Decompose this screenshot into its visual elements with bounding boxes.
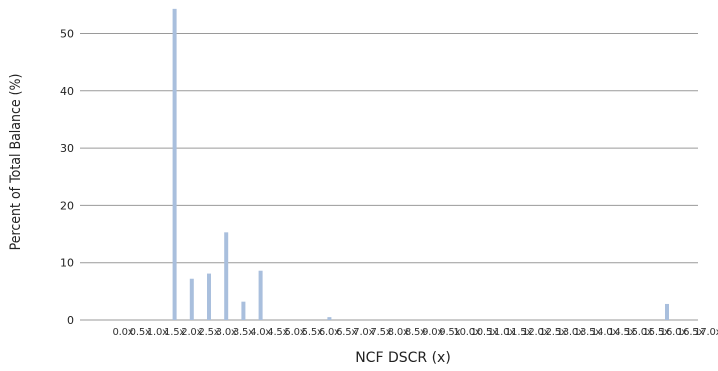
bar (258, 270, 263, 320)
x-tick-label: 10.0x (453, 327, 480, 338)
x-tick-label: 14.0x (591, 327, 618, 338)
bar (172, 8, 177, 321)
y-tick-label: 10 (60, 257, 74, 270)
x-tick-labels: 0.0x0.5x1.0x1.5x2.0x2.5x3.0x3.5x4.0x4.5x… (112, 327, 718, 338)
x-tick-label: 7.5x (370, 327, 391, 338)
x-tick-label: 5.5x (302, 327, 323, 338)
x-tick-label: 5.0x (284, 327, 305, 338)
x-tick-label: 15.5x (643, 327, 670, 338)
x-tick-label: 4.0x (250, 327, 271, 338)
x-tick-label: 12.0x (522, 327, 549, 338)
y-axis-label: Percent of Total Balance (%) (8, 74, 24, 251)
x-tick-label: 2.5x (198, 327, 219, 338)
x-tick-label: 8.5x (405, 327, 426, 338)
x-tick-label: 14.5x (608, 327, 635, 338)
x-tick-label: 6.0x (319, 327, 340, 338)
bars (172, 8, 669, 321)
x-tick-label: 9.0x (422, 327, 443, 338)
x-tick-label: 11.5x (505, 327, 532, 338)
x-tick-label: 11.0x (488, 327, 515, 338)
x-tick-label: 17.0x (694, 327, 718, 338)
x-tick-label: 1.0x (147, 327, 168, 338)
x-tick-label: 1.5x (164, 327, 185, 338)
grid-lines (80, 33, 698, 321)
bar (665, 303, 669, 320)
x-tick-label: 13.0x (557, 327, 584, 338)
x-tick-label: 8.0x (388, 327, 409, 338)
x-tick-label: 3.0x (216, 327, 237, 338)
x-tick-label: 6.5x (336, 327, 357, 338)
x-tick-label: 15.0x (625, 327, 652, 338)
bar (241, 301, 246, 320)
bar (224, 232, 229, 320)
y-tick-label: 0 (67, 314, 74, 327)
x-tick-label: 2.0x (181, 327, 202, 338)
x-tick-label: 12.5x (539, 327, 566, 338)
x-tick-label: 10.5x (471, 327, 498, 338)
y-tick-labels: 0 10 20 30 40 50 (60, 28, 74, 328)
x-axis-label: NCF DSCR (x) (355, 350, 451, 366)
x-tick-label: 0.5x (130, 327, 151, 338)
x-tick-label: 7.0x (353, 327, 374, 338)
x-tick-label: 4.5x (267, 327, 288, 338)
x-tick-label: 16.5x (677, 327, 704, 338)
x-tick-label: 16.0x (660, 327, 687, 338)
y-tick-label: 20 (60, 199, 74, 212)
x-tick-label: 3.5x (233, 327, 254, 338)
bar (327, 317, 332, 320)
x-tick-label: 0.0x (112, 327, 133, 338)
x-tick-label: 13.5x (574, 327, 601, 338)
bar (189, 278, 194, 320)
x-tick-label: 9.5x (439, 327, 460, 338)
bar (207, 273, 211, 320)
y-tick-label: 50 (60, 28, 74, 41)
y-tick-label: 40 (60, 85, 74, 98)
y-tick-label: 30 (60, 142, 74, 155)
